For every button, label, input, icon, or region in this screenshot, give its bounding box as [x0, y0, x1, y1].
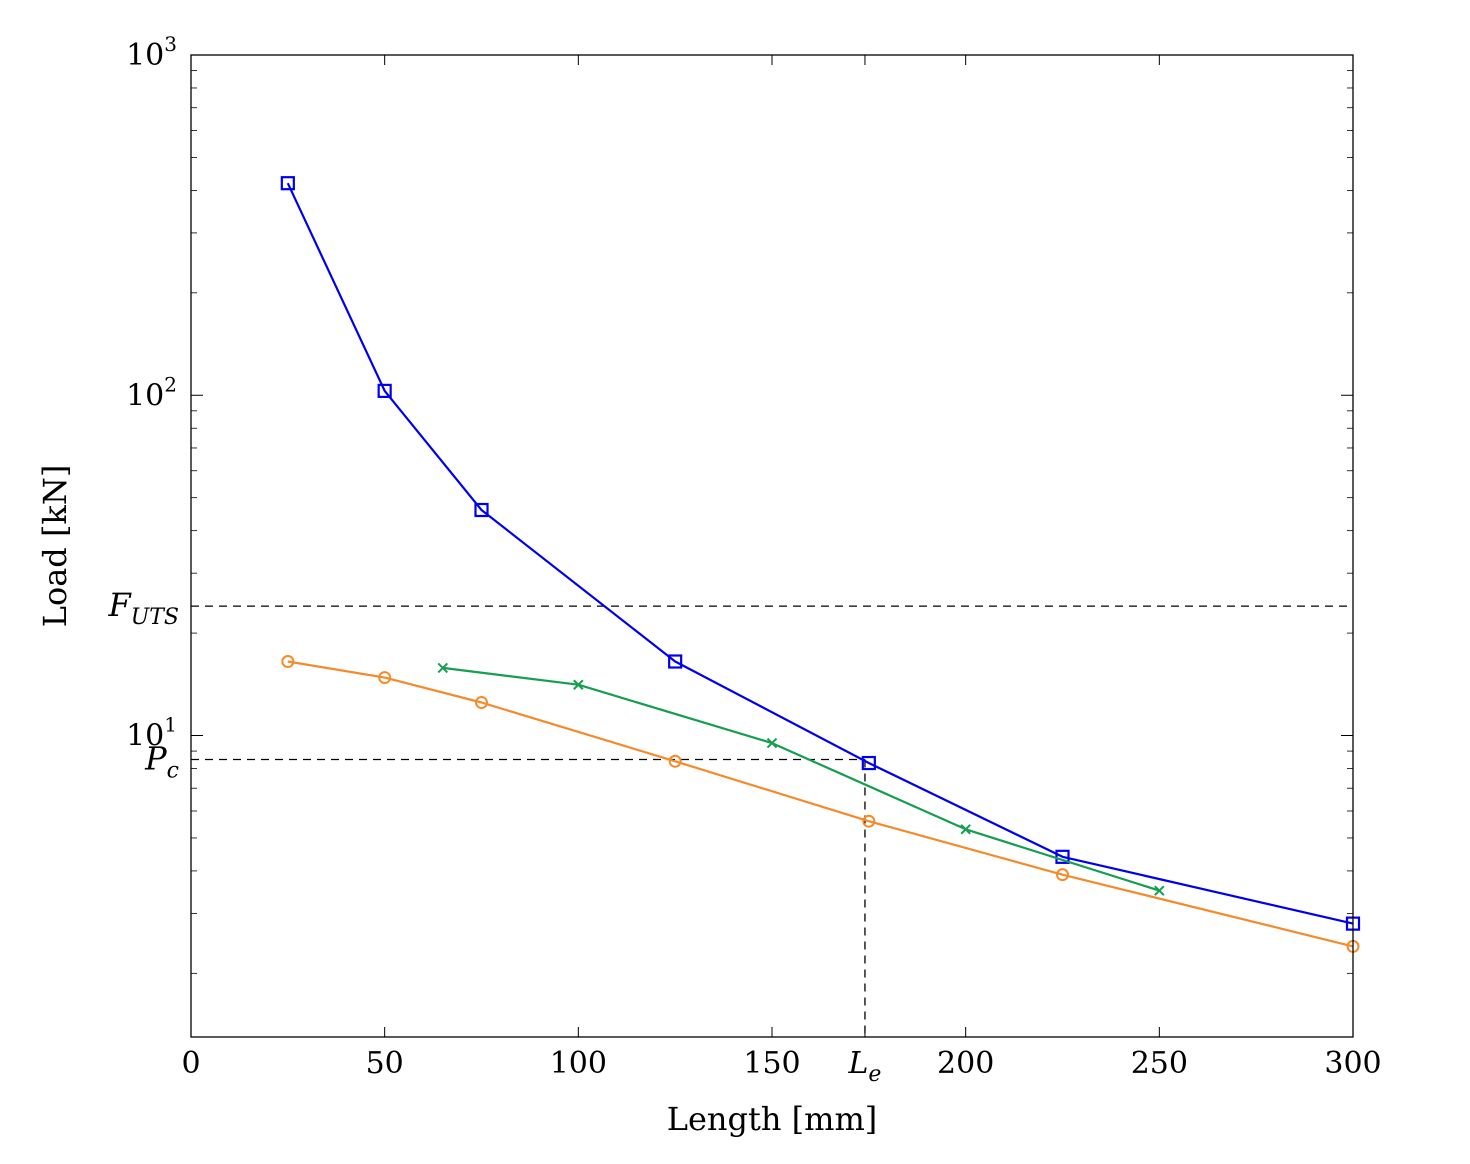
- x-tick-label: 300: [1324, 1046, 1381, 1081]
- x-tick-label: 100: [550, 1046, 607, 1081]
- x-tick-label: Le: [847, 1046, 881, 1087]
- data-point-square: [1055, 849, 1070, 864]
- series-line: [286, 182, 1354, 925]
- data-point-circle: [378, 671, 392, 685]
- series-line: [442, 666, 1160, 892]
- x-mark-stroke: [1154, 885, 1165, 896]
- data-point-circle: [281, 655, 295, 669]
- data-point-circle: [1056, 868, 1069, 882]
- x-mark-stroke: [437, 662, 448, 674]
- plot-frame: [190, 54, 1354, 1038]
- y-tick-label: 102: [126, 372, 177, 413]
- y-minor-ticks: [191, 70, 1353, 974]
- y-axis-title: Load [kN]: [36, 465, 74, 628]
- data-point-x: [960, 824, 971, 835]
- x-axis-title: Length [mm]: [667, 1100, 878, 1138]
- x-tick-label: 0: [181, 1046, 200, 1081]
- data-point-circle: [668, 754, 682, 768]
- x-mark-stroke: [960, 824, 971, 835]
- series-line: [287, 660, 1354, 948]
- y-tick-labels: 101 102 103: [126, 32, 177, 754]
- data-point-square: [668, 654, 683, 669]
- data-point-square: [377, 383, 392, 398]
- data-point-circle: [475, 696, 488, 710]
- data-point-x: [1154, 885, 1165, 896]
- data-point-square: [474, 502, 489, 518]
- data-point-x: [766, 737, 778, 749]
- x-tick-labels: 0 50 100 150 Le 200 250 300: [181, 1046, 1381, 1087]
- reference-label: Pc: [144, 740, 179, 784]
- series-x: [437, 662, 1165, 896]
- x-tick-label: 200: [937, 1046, 994, 1081]
- x-tick-label: 250: [1131, 1046, 1188, 1081]
- axis-ticks: [190, 54, 1354, 1037]
- series-circle: [281, 655, 1360, 953]
- data-point-x: [437, 662, 448, 674]
- x-tick-label: 150: [743, 1046, 800, 1081]
- x-tick-label: 50: [366, 1046, 404, 1081]
- reference-label: FUTS: [108, 586, 180, 630]
- series-square: [280, 176, 1361, 931]
- reference-labels: FUTS Pc: [108, 586, 180, 783]
- y-tick-label: 103: [126, 32, 177, 73]
- data-series: [280, 176, 1361, 953]
- data-point-square: [861, 755, 876, 771]
- data-point-circle: [862, 814, 876, 828]
- data-point-square: [280, 176, 295, 191]
- reference-lines: [191, 605, 1353, 1037]
- data-point-x: [573, 679, 584, 690]
- y-tick-label: 101: [126, 713, 177, 754]
- x-mark-stroke: [766, 737, 778, 749]
- x-mark-stroke: [573, 679, 584, 690]
